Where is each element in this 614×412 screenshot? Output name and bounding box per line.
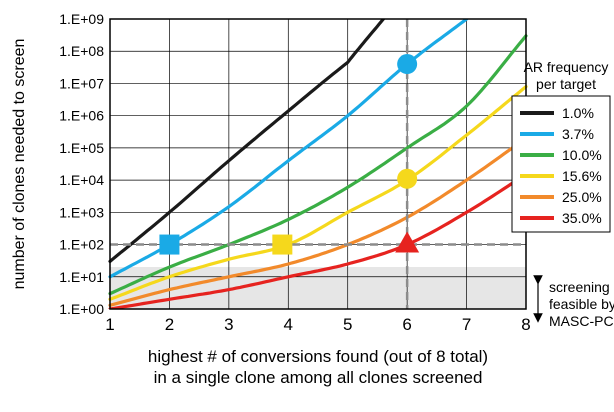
- marker-circle: [397, 168, 418, 189]
- legend-label: 10.0%: [562, 147, 602, 163]
- y-tick-label: 1.E+07: [59, 75, 104, 91]
- marker-square: [272, 234, 293, 255]
- x-tick-label: 6: [402, 315, 411, 334]
- y-ticks: 1.E+00 1.E+01 1.E+02 1.E+03 1.E+04 1.E+05 1.E+…: [59, 11, 104, 317]
- marker-triangle: [395, 231, 420, 253]
- legend-label: 15.6%: [562, 168, 602, 184]
- series-layer: [108, 19, 528, 309]
- x-tick-label: 7: [462, 315, 471, 334]
- marker-circle: [397, 54, 418, 75]
- y-tick-label: 1.E+00: [59, 301, 104, 317]
- series-line: [108, 34, 528, 296]
- x-axis-label-line1: highest # of conversions found (out of 8…: [148, 347, 488, 366]
- x-tick-label: 4: [284, 315, 293, 334]
- x-tick-label: 3: [224, 315, 233, 334]
- x-tick-label: 5: [343, 315, 352, 334]
- y-tick-label: 1.E+03: [59, 204, 104, 220]
- x-axis-label-line2: in a single clone among all clones scree…: [154, 368, 483, 387]
- x-tick-label: 8: [521, 315, 530, 334]
- legend-label: 35.0%: [562, 210, 602, 226]
- y-tick-label: 1.E+08: [59, 43, 104, 59]
- annotation-line3: MASC-PCR: [549, 313, 614, 329]
- y-tick-label: 1.E+05: [59, 140, 104, 156]
- y-tick-label: 1.E+09: [59, 11, 104, 27]
- legend-box: [511, 95, 611, 233]
- y-tick-label: 1.E+04: [59, 172, 104, 188]
- legend-label: 25.0%: [562, 189, 602, 205]
- x-ticks: 1 2 3 4 5 6 7 8: [105, 315, 530, 334]
- legend: AR frequency per target 1.0% 3.7% 10.0% 15.…: [511, 59, 611, 233]
- y-tick-label: 1.E+02: [59, 237, 104, 253]
- legend-label: 3.7%: [562, 126, 594, 142]
- x-tick-label: 2: [165, 315, 174, 334]
- marker-layer: [159, 54, 420, 255]
- marker-square: [159, 234, 180, 255]
- legend-title-line1: AR frequency: [524, 59, 609, 75]
- series-line: [108, 172, 528, 309]
- legend-items: 1.0% 3.7% 10.0% 15.6% 25.0% 35.0%: [520, 105, 602, 226]
- annotation-line2: feasible by: [549, 296, 614, 312]
- series-line: [108, 19, 385, 263]
- y-axis-label: number of clones needed to screen: [11, 39, 28, 290]
- annotation-line1: screening: [549, 279, 610, 295]
- series-line: [108, 136, 528, 307]
- legend-title-line2: per target: [536, 76, 596, 92]
- x-tick-label: 1: [105, 315, 114, 334]
- y-tick-label: 1.E+06: [59, 108, 104, 124]
- feasibility-annotation: screening feasible by MASC-PCR: [533, 275, 614, 329]
- y-tick-label: 1.E+01: [59, 269, 104, 285]
- legend-label: 1.0%: [562, 105, 594, 121]
- series-line: [108, 85, 528, 301]
